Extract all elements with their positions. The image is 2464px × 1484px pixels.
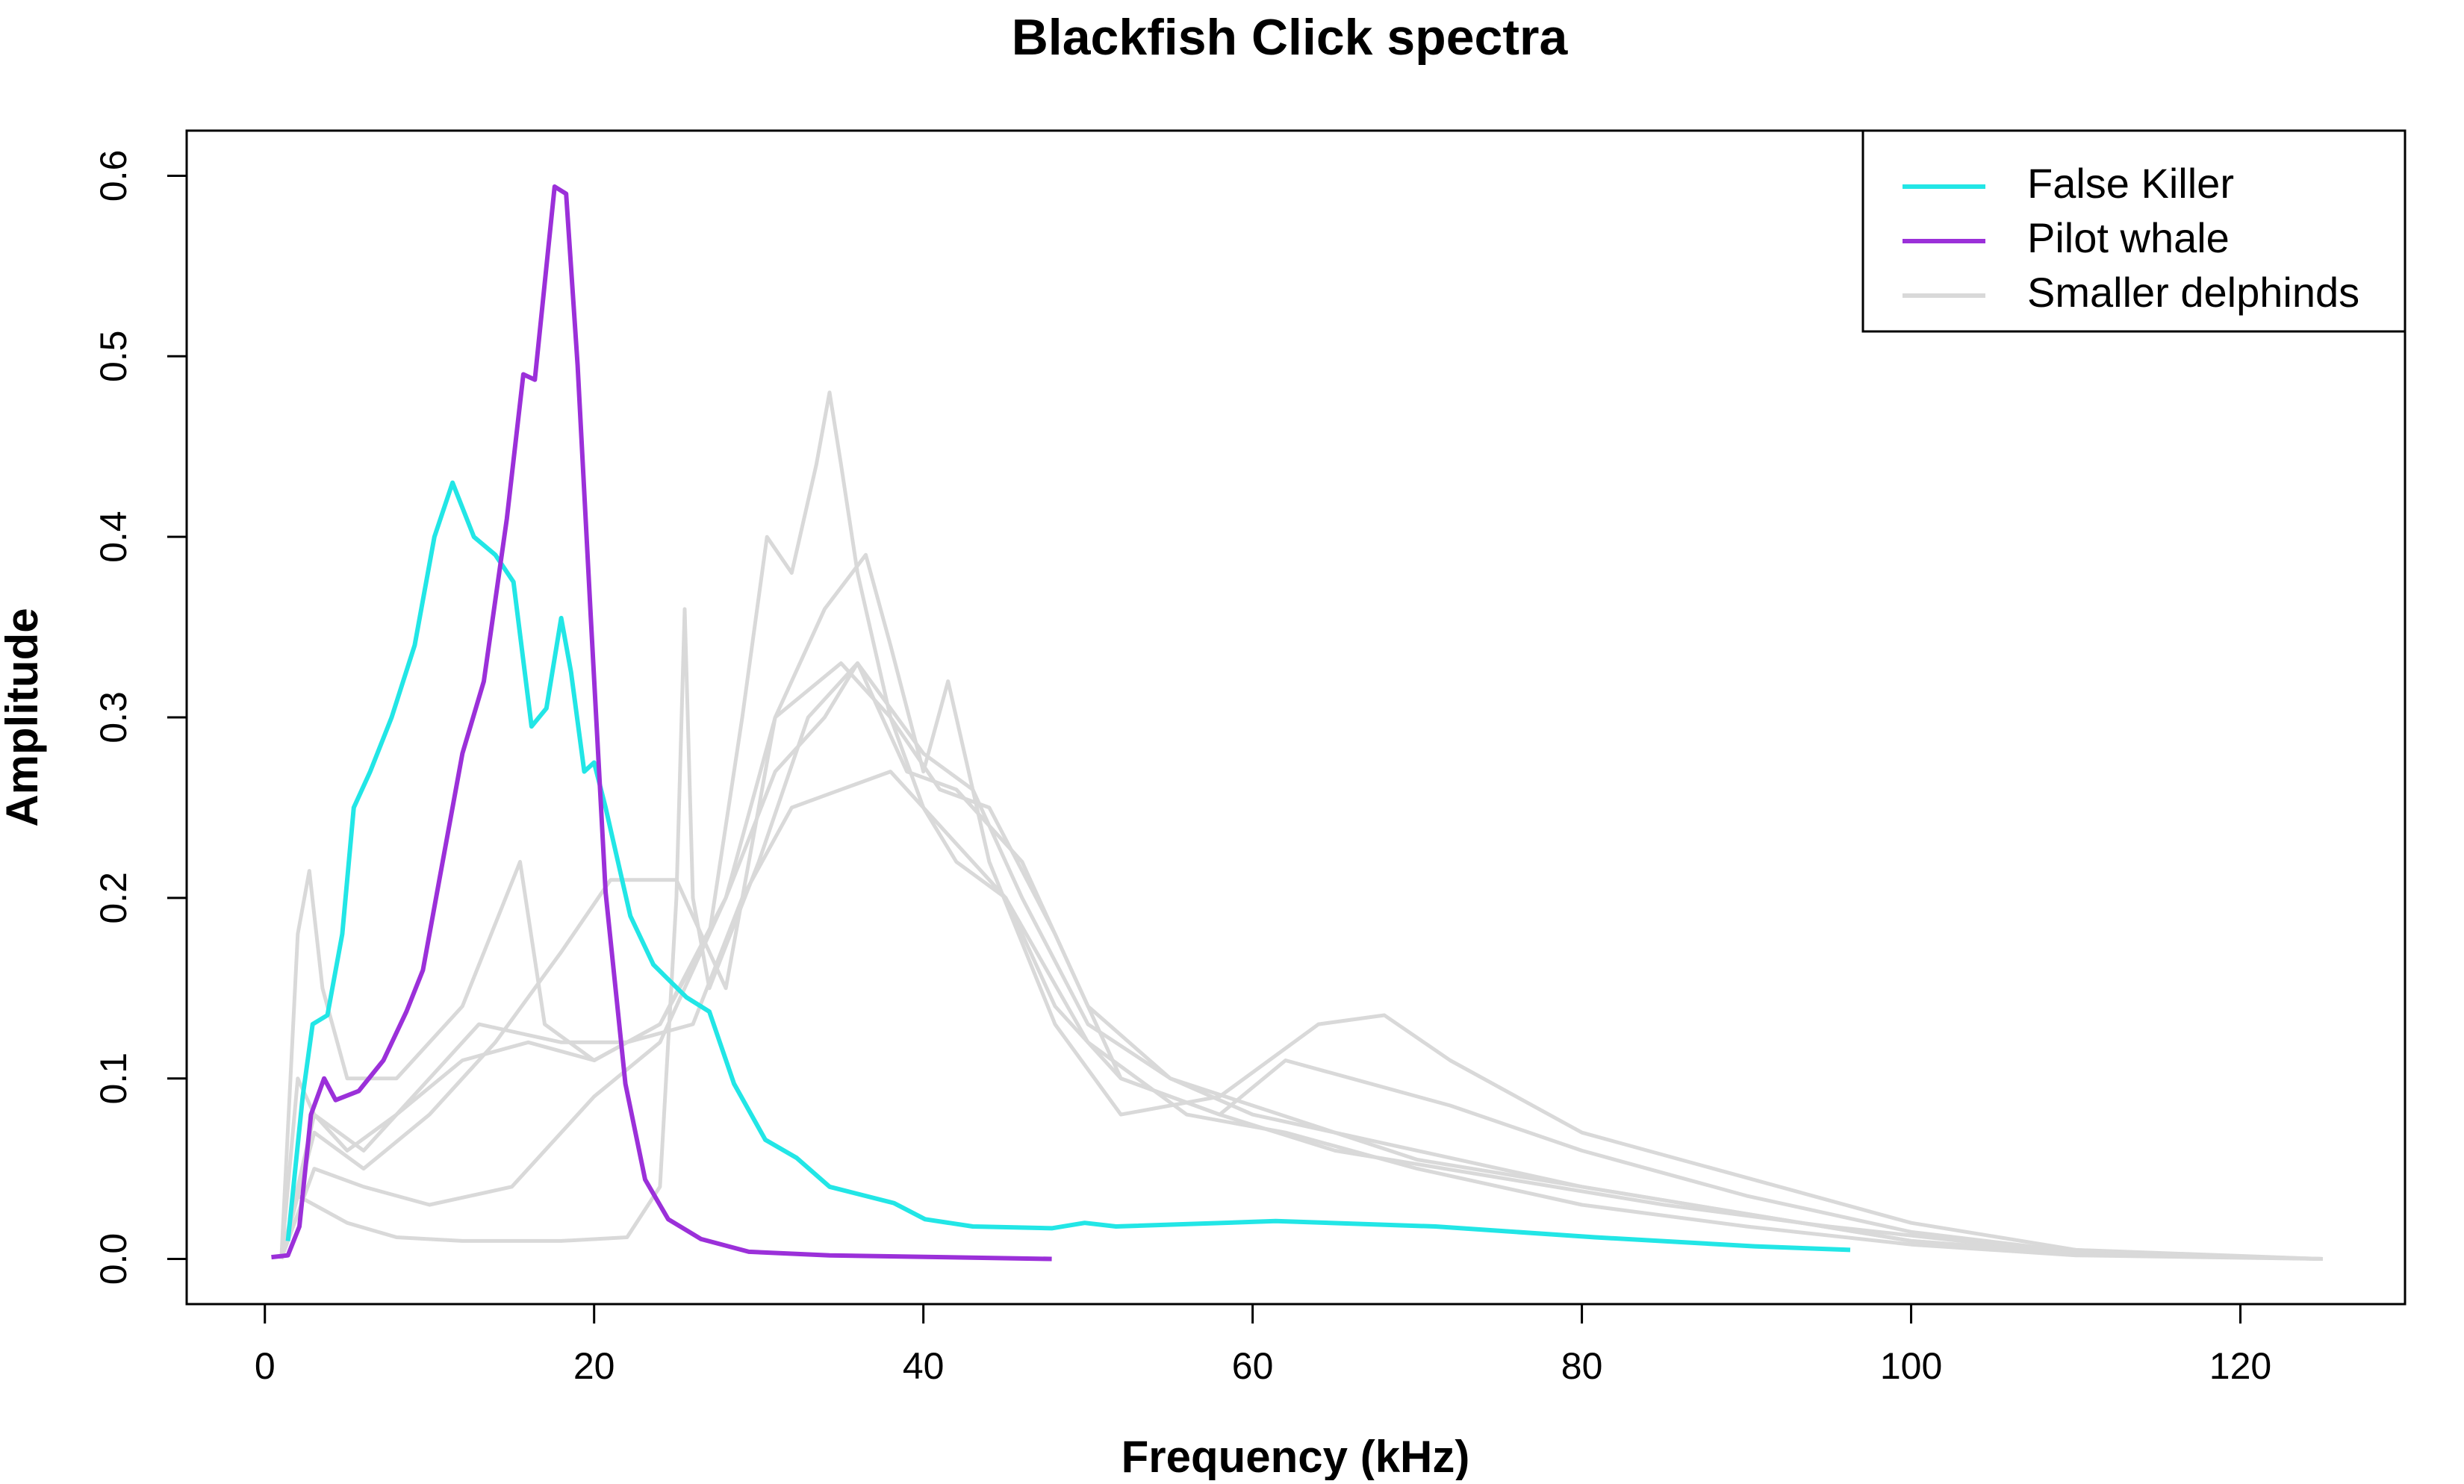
- series-line: [279, 390, 2323, 1261]
- x-axis-label: Frequency (kHz): [1121, 1432, 1470, 1480]
- x-tick-label: 120: [2209, 1345, 2271, 1387]
- x-tick-label: 60: [1232, 1345, 1274, 1387]
- x-tick-label: 100: [1880, 1345, 1942, 1387]
- y-tick-label: 0.5: [93, 331, 134, 383]
- chart-title: Blackfish Click spectra: [1012, 9, 1569, 66]
- x-tick-label: 80: [1561, 1345, 1603, 1387]
- y-tick-label: 0.2: [93, 872, 134, 924]
- y-tick-label: 0.1: [93, 1053, 134, 1105]
- plot-lines: [271, 184, 2323, 1262]
- series-line: [279, 607, 2323, 1261]
- legend: False Killer Pilot whale Smaller delphinds: [1861, 129, 2407, 333]
- legend-label: Smaller delphinds: [2027, 269, 2359, 316]
- x-tick-label: 0: [255, 1345, 276, 1387]
- series-line: [271, 184, 1052, 1262]
- x-tick-label: 20: [573, 1345, 615, 1387]
- series-line: [279, 661, 2323, 1261]
- y-axis-label: Amplitude: [0, 608, 47, 826]
- legend-label: False Killer: [2027, 160, 2234, 207]
- axes: 0 20 40 60 80 100 120 0.0 0.1 0.2 0.3 0.4 0.5 0.6: [93, 150, 2271, 1387]
- y-tick-label: 0.0: [93, 1233, 134, 1285]
- series-line: [279, 661, 2323, 1261]
- legend-label: Pilot whale: [2027, 214, 2230, 261]
- legend-box: [1861, 129, 2407, 333]
- y-tick-label: 0.3: [93, 691, 134, 743]
- y-tick-label: 0.6: [93, 150, 134, 202]
- series-line: [279, 552, 2323, 1261]
- x-tick-label: 40: [903, 1345, 945, 1387]
- series-line: [279, 770, 2323, 1261]
- y-tick-label: 0.4: [93, 511, 134, 563]
